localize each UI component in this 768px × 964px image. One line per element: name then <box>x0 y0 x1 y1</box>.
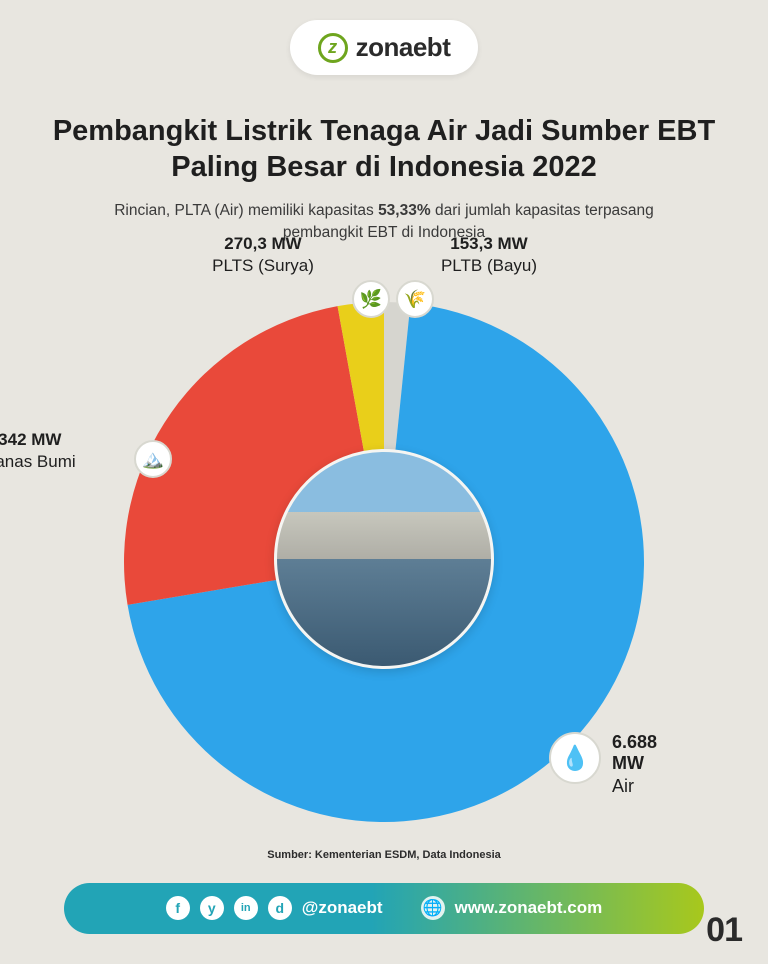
center-image-dam <box>274 449 494 669</box>
facebook-icon: f <box>166 896 190 920</box>
slice-name-bayu: PLTB (Bayu) <box>404 256 574 276</box>
data-source: Sumber: Kementerian ESDM, Data Indonesia <box>267 849 501 861</box>
footer-website: 🌐 www.zonaebt.com <box>421 896 603 920</box>
page-title: Pembangkit Listrik Tenaga Air Jadi Sumbe… <box>44 113 724 186</box>
page-number: 01 <box>706 911 742 950</box>
globe-icon: 🌐 <box>421 896 445 920</box>
infographic-page: z zonaebt Pembangkit Listrik Tenaga Air … <box>0 0 768 964</box>
slice-name-panas: Panas Bumi <box>0 452 144 472</box>
logo-mark-icon: z <box>318 33 348 63</box>
logo-text: zonaebt <box>356 32 451 63</box>
slice-name-surya: PLTS (Surya) <box>178 256 348 276</box>
footer-bar: f y in d @zonaebt 🌐 www.zonaebt.com <box>64 883 704 934</box>
slice-value-panas: 2.342 MW <box>0 430 144 450</box>
slice-name-air: Air <box>612 776 664 797</box>
twitter-icon: y <box>200 896 224 920</box>
tiktok-icon: d <box>268 896 292 920</box>
slice-label-bayu: 153,3 MW PLTB (Bayu) <box>404 234 574 276</box>
linkedin-icon: in <box>234 896 258 920</box>
donut-chart: 270,3 MW PLTS (Surya) 153,3 MW PLTB (Bay… <box>104 282 664 834</box>
brand-logo: z zonaebt <box>290 20 479 75</box>
footer-url: www.zonaebt.com <box>455 898 603 918</box>
slice-value-bayu: 153,3 MW <box>404 234 574 254</box>
slice-value-air: 6.688 MW <box>612 732 664 774</box>
footer-handle: @zonaebt <box>302 898 383 918</box>
slice-value-surya: 270,3 MW <box>178 234 348 254</box>
footer-social: f y in d @zonaebt <box>166 896 383 920</box>
subtitle-pre: Rincian, PLTA (Air) memiliki kapasitas <box>114 202 378 219</box>
slice-label-panas: 2.342 MW Panas Bumi <box>0 430 144 472</box>
subtitle-bold: 53,33% <box>378 202 431 219</box>
slice-label-surya: 270,3 MW PLTS (Surya) <box>178 234 348 276</box>
slice-label-air: 6.688 MW Air <box>612 732 664 797</box>
